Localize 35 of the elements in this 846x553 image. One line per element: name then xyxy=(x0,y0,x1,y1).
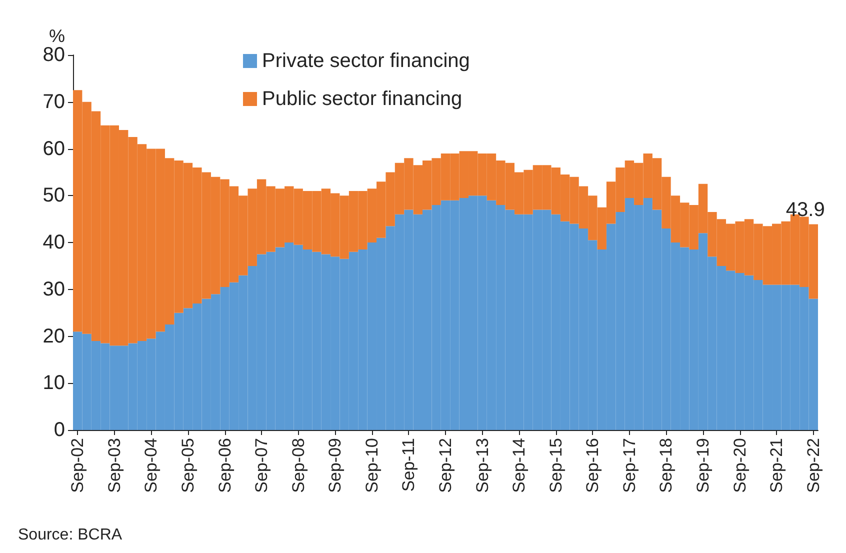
y-tick-label: 60 xyxy=(42,138,65,160)
x-tick-label: Sep-16 xyxy=(583,438,602,493)
y-tick-label: 20 xyxy=(42,325,65,348)
x-tick-label: Sep-04 xyxy=(142,438,161,493)
x-tick-label: Sep-14 xyxy=(510,438,529,493)
x-tick-label: Sep-08 xyxy=(288,438,308,493)
x-tick-label: Sep-18 xyxy=(656,438,676,493)
x-tick-label: Sep-19 xyxy=(694,438,713,493)
x-tick-label: Sep-09 xyxy=(326,438,345,493)
x-tick-label: Sep-05 xyxy=(178,438,198,493)
x-tick-label: Sep-07 xyxy=(252,438,272,493)
x-tick-label: Sep-06 xyxy=(215,438,234,493)
y-tick-label: 0 xyxy=(54,419,65,441)
y-tick-label: 10 xyxy=(42,372,65,394)
y-tick-label: 40 xyxy=(42,232,65,254)
x-tick-label: Sep-21 xyxy=(767,438,786,493)
legend-label: Private sector financing xyxy=(262,50,470,72)
y-axis-title: % xyxy=(48,26,65,46)
y-tick-label: 30 xyxy=(42,278,65,300)
source-note: Source: BCRA xyxy=(18,526,122,544)
x-tick-label: Sep-22 xyxy=(804,438,823,493)
x-tick-label: Sep-02 xyxy=(68,438,88,493)
y-tick-label: 50 xyxy=(42,184,65,207)
annotation: 43.9 xyxy=(786,199,825,222)
y-tick-label: 80 xyxy=(42,44,65,66)
legend-label: Public sector financing xyxy=(262,88,462,110)
x-tick-label: Sep-03 xyxy=(104,438,124,493)
x-tick-label: Sep-15 xyxy=(546,438,566,493)
x-tick-label: Sep-17 xyxy=(620,438,639,493)
x-tick-label: Sep-10 xyxy=(362,438,382,493)
x-tick-label: Sep-13 xyxy=(472,438,492,493)
y-tick-label: 70 xyxy=(42,90,65,113)
x-tick-label: Sep-12 xyxy=(436,438,455,493)
x-tick-label: Sep-11 xyxy=(399,438,418,492)
x-tick-label: Sep-20 xyxy=(730,438,750,493)
